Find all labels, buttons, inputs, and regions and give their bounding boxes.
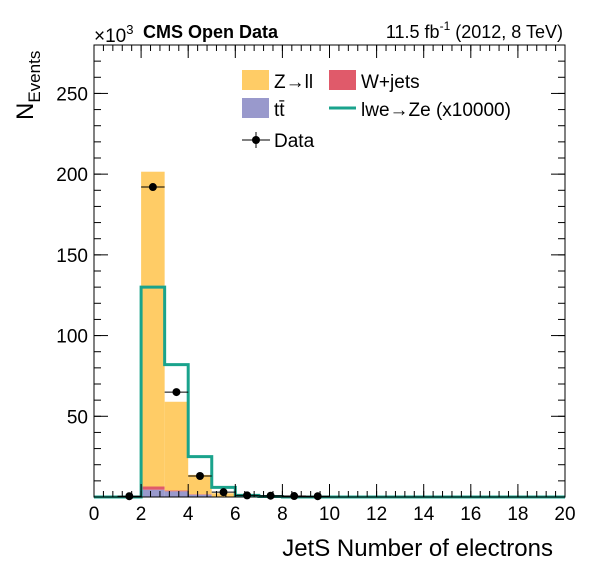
stack-bar-zll-2: [141, 171, 165, 487]
y-tick-label: 50: [67, 407, 88, 428]
legend-swatch: [329, 70, 356, 90]
x-tick-label: 20: [554, 504, 575, 525]
stack-bar-ttbar-3: [164, 491, 189, 497]
stack-bar-wjets-4: [188, 494, 212, 495]
stack-bar-ttbar-2: [141, 489, 165, 497]
legend-label: Data: [274, 131, 315, 152]
data-point: [305, 492, 330, 501]
legend-entry: tt̄: [242, 98, 285, 121]
legend-entry: Data: [242, 131, 315, 152]
legend-label: Z→ll: [274, 72, 313, 93]
legend-label: tt̄: [274, 100, 285, 121]
y-multiplier-label: ×103: [94, 22, 133, 47]
x-tick-label: 6: [230, 504, 241, 525]
data-point: [164, 388, 189, 397]
y-axis-title: NEvents: [12, 51, 44, 120]
legend-marker: [252, 136, 260, 144]
legend-entry: Z→ll: [242, 70, 313, 93]
x-tick-label: 4: [183, 504, 194, 525]
y-tick-label: 150: [56, 246, 88, 267]
axes: 0 2 4 6 8 10 12 14 16 18 20 50 100 150 200 250: [56, 44, 576, 525]
x-tick-label: 8: [277, 504, 288, 525]
stack-bar-zll-3: [164, 401, 189, 491]
y-tick-label: 200: [56, 165, 88, 186]
data-point: [141, 183, 165, 192]
x-tick-label: 2: [136, 504, 147, 525]
stacked-backgrounds: [141, 171, 259, 498]
data-point: [188, 472, 212, 481]
experiment-label: CMS Open Data: [143, 22, 279, 42]
stack-bar-zll-4: [188, 474, 212, 495]
stack-bar-wjets-3: [164, 490, 189, 492]
x-tick-label: 10: [319, 504, 340, 525]
x-tick-label: 16: [460, 504, 481, 525]
stack-bar-wjets-2: [141, 486, 165, 490]
x-tick-label: 12: [366, 504, 387, 525]
legend-label: W+jets: [361, 72, 420, 93]
legend-entry: W+jets: [329, 70, 420, 93]
x-tick-label: 0: [89, 504, 100, 525]
x-tick-label: 18: [507, 504, 528, 525]
legend-swatch: [242, 98, 269, 118]
legend: Z→ll W+jets tt̄ lwe→Ze (x10000) Data: [242, 70, 511, 152]
data-point: [282, 492, 306, 501]
y-tick-label: 250: [56, 84, 88, 105]
data-point: [117, 492, 142, 501]
stack-bar-ttbar-4: [188, 494, 212, 497]
data-point: [258, 491, 283, 500]
legend-entry: lwe→Ze (x10000): [329, 100, 511, 121]
x-axis-title: JetS Number of electrons: [282, 535, 553, 562]
y-tick-label: 100: [56, 327, 88, 348]
luminosity-label: 11.5 fb-1 (2012, 8 TeV): [386, 19, 563, 42]
legend-swatch: [242, 70, 269, 90]
x-tick-label: 14: [413, 504, 435, 525]
data-point: [235, 491, 259, 500]
legend-label: lwe→Ze (x10000): [361, 100, 511, 121]
